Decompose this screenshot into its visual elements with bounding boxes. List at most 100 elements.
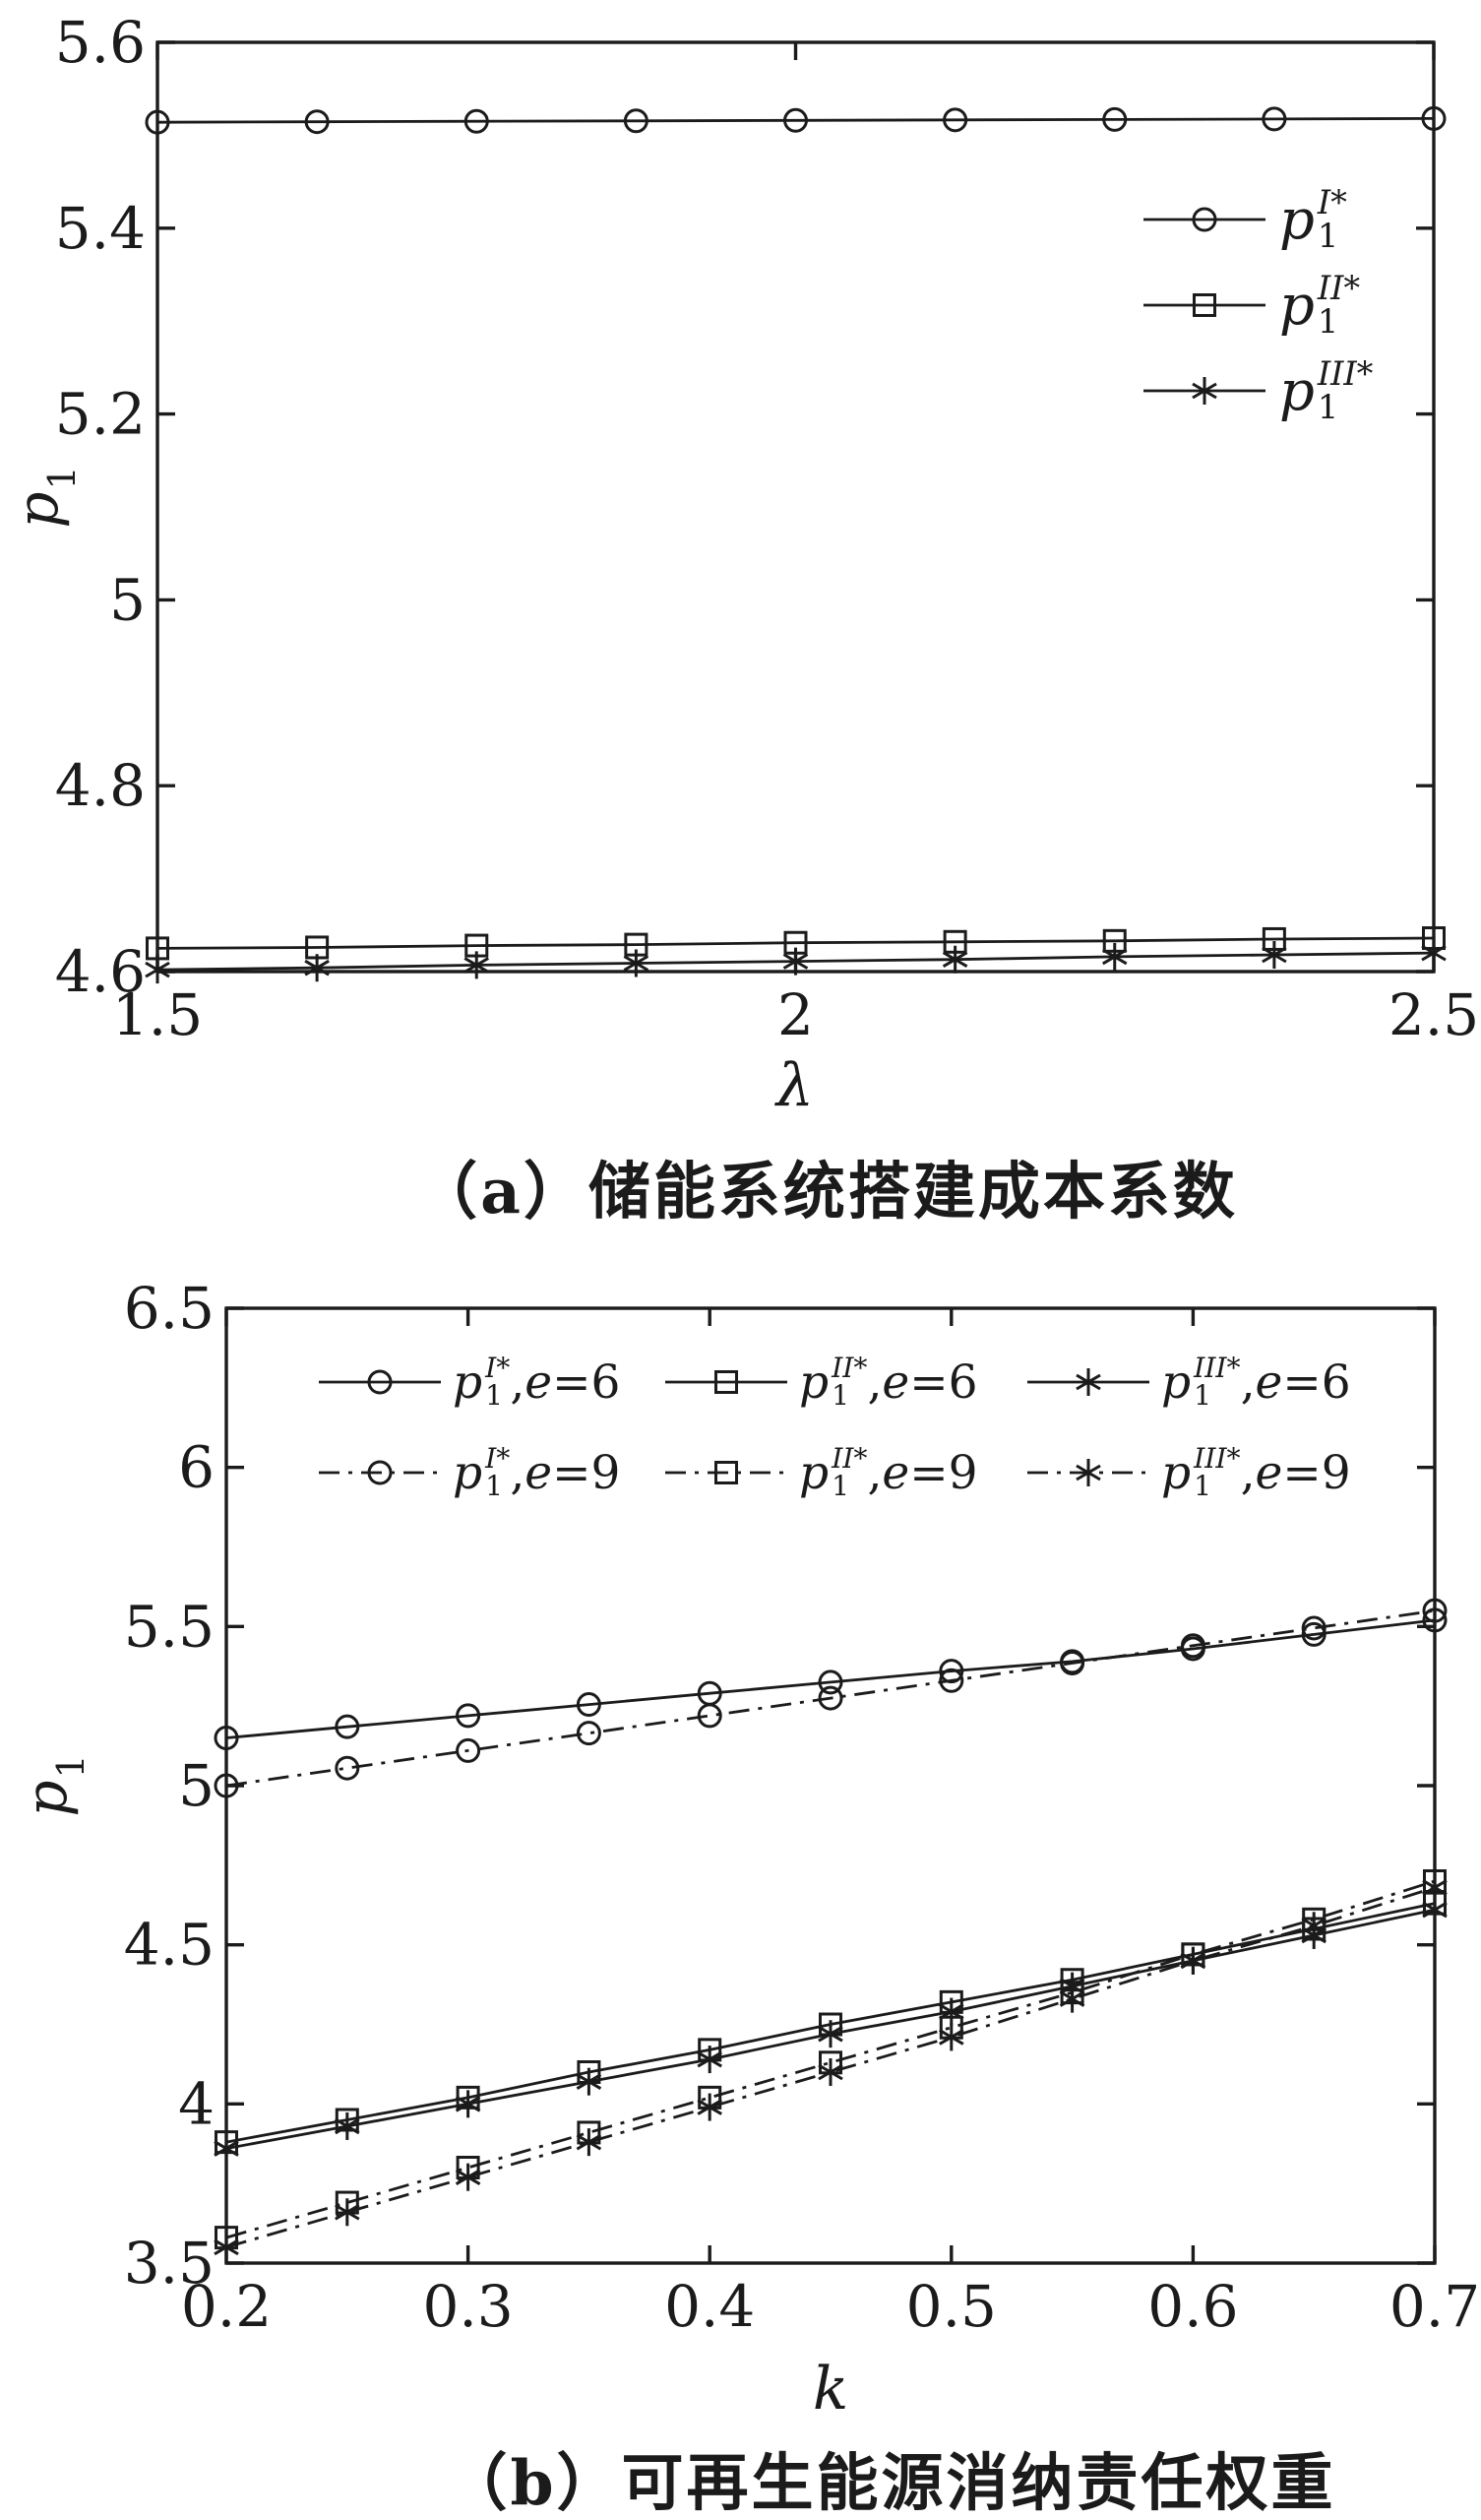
caption-b: （b）可再生能源消纳责任权重 — [445, 2446, 1336, 2519]
marker-square-icon — [714, 1461, 738, 1484]
marker-asterisk-icon — [1262, 941, 1287, 970]
tick-label: 1.5 — [112, 981, 203, 1048]
tick-label: 0.4 — [664, 2273, 755, 2340]
series-p1-I-star-e6 — [214, 1607, 1448, 1750]
tick-label: 0.3 — [422, 2273, 513, 2340]
marker-asterisk-icon — [1422, 1873, 1448, 1902]
marker-asterisk-icon — [1059, 1984, 1085, 2013]
tick-label: 2 — [777, 981, 814, 1048]
legend-label: p I* 1, e =6 — [453, 1351, 621, 1412]
marker-circle-icon — [818, 1670, 843, 1695]
marker-asterisk-icon — [576, 2128, 602, 2157]
marker-square-icon — [1193, 293, 1216, 317]
marker-circle-icon — [456, 1737, 481, 1763]
marker-circle-icon — [1422, 1607, 1448, 1633]
marker-circle-icon — [463, 108, 489, 134]
marker-asterisk-icon — [782, 947, 809, 976]
y-label-var: p — [13, 1780, 80, 1817]
legend-sample-circle-solid-icon — [319, 1369, 441, 1395]
series-line — [225, 1618, 1436, 1739]
marker-circle-icon — [697, 1703, 722, 1729]
marker-asterisk-icon — [455, 2090, 481, 2118]
series-line — [156, 936, 1435, 950]
series-p1-III-star-e6 — [214, 1896, 1448, 2163]
legend-item-p1-II-e9: p II* 1, e =9 — [663, 1441, 978, 1504]
marker-asterisk-icon — [463, 951, 490, 979]
legend-label: p III* 1, e =6 — [1161, 1351, 1351, 1412]
marker-asterisk-icon — [939, 2023, 964, 2051]
series-line — [156, 117, 1435, 124]
marker-asterisk-icon — [214, 2233, 239, 2261]
marker-asterisk-icon — [1076, 1459, 1101, 1486]
legend-label: p III* 1 — [1279, 354, 1374, 426]
tick-label: 4 — [178, 2070, 215, 2137]
marker-circle-icon — [1301, 1621, 1327, 1647]
marker-circle-icon — [576, 1721, 601, 1746]
tick-label: 0.5 — [906, 2273, 997, 2340]
legend-item-p1-I-e9: p I* 1, e =9 — [317, 1441, 620, 1504]
marker-circle-icon — [623, 108, 648, 134]
marker-circle-icon — [576, 1692, 601, 1718]
legend-label: p II* 1, e =6 — [799, 1351, 978, 1412]
marker-asterisk-icon — [697, 2093, 722, 2121]
series-p1-III-star — [145, 939, 1447, 984]
tick-label: 5.2 — [55, 381, 146, 448]
chart-a: 1.5 2 2.5 4.6 4.8 5 5.2 5.4 5.6 — [55, 9, 1479, 1048]
tick-label: 2.5 — [1388, 981, 1479, 1048]
tick-label: 5.4 — [55, 195, 146, 262]
marker-asterisk-icon — [145, 956, 170, 984]
marker-circle-icon — [943, 107, 968, 133]
legend-sample-square-solid-icon — [1143, 293, 1265, 317]
marker-asterisk-icon — [818, 2058, 843, 2086]
legend-item-p1-II-e6: p II* 1, e =6 — [663, 1351, 978, 1414]
marker-asterisk-icon — [214, 2134, 239, 2163]
marker-asterisk-icon — [304, 954, 330, 982]
marker-circle-icon — [1192, 207, 1217, 232]
marker-asterisk-icon — [455, 2163, 481, 2191]
series-p1-I-star-e9 — [214, 1598, 1448, 1798]
tick-label: 0.7 — [1389, 2273, 1480, 2340]
plot-border — [155, 40, 1436, 974]
legend-item-p1-III: p III* 1 — [1142, 357, 1373, 424]
legend-label: p I* 1, e =9 — [453, 1441, 621, 1502]
marker-asterisk-icon — [1192, 377, 1217, 405]
y-label-sub: 1 — [40, 466, 84, 490]
legend-sample-square-solid-icon — [665, 1370, 787, 1394]
marker-circle-icon — [335, 1755, 360, 1781]
marker-asterisk-icon — [697, 2046, 722, 2074]
marker-circle-icon — [456, 1703, 481, 1729]
legend-label: p II* 1, e =9 — [799, 1441, 978, 1502]
tick-label: 6 — [178, 1434, 215, 1501]
marker-asterisk-icon — [623, 949, 649, 977]
marker-circle-icon — [304, 109, 330, 135]
marker-circle-icon — [783, 107, 808, 133]
marker-asterisk-icon — [1180, 1946, 1206, 1975]
series-p1-III-star-e9 — [214, 1873, 1448, 2261]
legend-item-p1-I-e6: p I* 1, e =6 — [317, 1351, 620, 1414]
marker-circle-icon — [214, 1726, 239, 1750]
series-line — [225, 1608, 1436, 1788]
marker-circle-icon — [939, 1668, 964, 1693]
legend-sample-circle-dashdot-icon — [319, 1460, 441, 1485]
marker-circle-icon — [1180, 1633, 1205, 1659]
tick-label: 4.8 — [55, 752, 146, 819]
chart-b: 0.2 0.3 0.4 0.5 0.6 0.7 3.5 4 4.5 5 5.5 6 6.5 — [124, 1275, 1480, 2340]
legend-item-p1-III-e6: p III* 1, e =6 — [1025, 1351, 1351, 1414]
marker-asterisk-icon — [942, 945, 968, 974]
marker-circle-icon — [145, 109, 170, 135]
marker-circle-icon — [1421, 105, 1447, 131]
legend-chart-a: p I* 1 p II* 1 p III* 1 — [1142, 186, 1373, 424]
y-label-sub: 1 — [49, 1754, 93, 1779]
marker-asterisk-icon — [818, 2020, 843, 2048]
marker-circle-icon — [1301, 1615, 1327, 1641]
tick-label: 0.2 — [181, 2273, 272, 2340]
marker-circle-icon — [335, 1714, 360, 1739]
tick-label: 4.6 — [55, 938, 146, 1005]
marker-circle-icon — [1060, 1651, 1085, 1676]
chart-b-x-axis-label: k — [812, 2355, 849, 2424]
legend-label: p III* 1, e =9 — [1161, 1441, 1351, 1502]
